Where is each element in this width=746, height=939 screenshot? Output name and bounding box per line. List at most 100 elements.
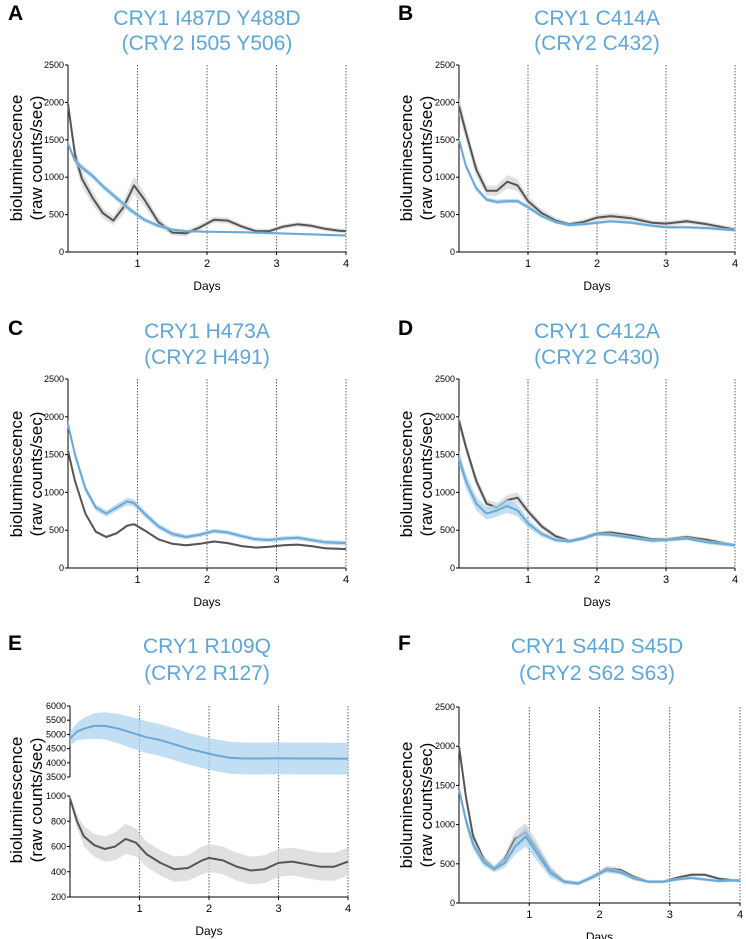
y-tick-label: 1500 — [44, 450, 64, 460]
panel-subtitle: (CRY2 R127) — [144, 662, 270, 685]
y-tick-label: 2000 — [44, 412, 64, 422]
x-tick-label: 1 — [134, 574, 140, 586]
x-tick-label: 4 — [343, 574, 349, 586]
y-tick-label: 2000 — [435, 97, 455, 107]
y-tick-label: 600 — [51, 842, 66, 852]
y-axis-label-units: (raw counts/sec) — [417, 743, 436, 868]
y-tick-label: 500 — [49, 210, 64, 220]
y-tick-label: 6000 — [46, 701, 66, 711]
y-axis-label: bioluminescence — [7, 737, 26, 864]
y-tick-label: 1500 — [435, 450, 455, 460]
panel-d: D CRY1 C412A (CRY2 C430) bioluminescence (ra… — [397, 317, 738, 609]
panel-title: CRY1 C414A — [534, 7, 660, 30]
x-tick-label: 2 — [206, 903, 212, 915]
x-tick-label: 4 — [737, 909, 743, 921]
x-tick-label: 4 — [343, 258, 349, 270]
y-tick-label: 0 — [59, 247, 64, 257]
y-tick-label: 500 — [440, 859, 455, 869]
y-tick-label: 1000 — [44, 487, 64, 497]
y-tick-label: 1000 — [46, 791, 66, 801]
y-tick-label: 1000 — [435, 487, 455, 497]
series-line-mutant — [67, 143, 347, 237]
panel-e: E CRY1 R109Q (CRY2 R127) bioluminescence (ra… — [7, 632, 351, 938]
y-tick-label: 2500 — [435, 60, 455, 70]
x-tick-label: 1 — [136, 903, 142, 915]
y-axis-label-units: (raw counts/sec) — [27, 738, 46, 863]
y-tick-label: 2000 — [435, 741, 455, 751]
x-tick-label: 4 — [732, 258, 738, 270]
panel-subtitle: (CRY2 H491) — [144, 346, 270, 369]
y-tick-label: 500 — [49, 525, 64, 535]
y-axis-label: bioluminescence — [7, 95, 26, 222]
panel-c: C CRY1 H473A (CRY2 H491) bioluminescence (ra… — [7, 317, 349, 609]
x-axis-title: Days — [583, 279, 610, 293]
y-tick-label: 400 — [51, 867, 66, 877]
panel-b: B CRY1 C414A(CRY2 C432) bioluminescence (ra… — [397, 2, 738, 293]
y-axis-label-units: (raw counts/sec) — [417, 96, 436, 221]
y-axis-label: bioluminescence — [397, 95, 416, 222]
panel-a: A CRY1 I487D Y488D(CRY2 I505 Y506) biolumi… — [7, 2, 349, 293]
panel-subtitle: (CRY2 I505 Y506) — [122, 32, 293, 55]
panel-letter-b: B — [398, 2, 413, 25]
x-tick-label: 1 — [134, 258, 140, 270]
y-tick-label: 500 — [440, 210, 455, 220]
series-line-wildtype — [67, 450, 347, 551]
y-tick-label: 500 — [440, 525, 455, 535]
x-tick-label: 2 — [594, 574, 600, 586]
y-tick-label: 2500 — [435, 702, 455, 712]
x-axis-title: Days — [193, 279, 220, 293]
series-line-mutant — [67, 424, 347, 545]
y-axis-label-units: (raw counts/sec) — [27, 96, 46, 221]
panel-letter-e: E — [8, 632, 22, 655]
x-tick-label: 2 — [596, 909, 602, 921]
y-tick-label: 1000 — [435, 820, 455, 830]
x-tick-label: 1 — [525, 258, 531, 270]
panel-subtitle: (CRY2 C432) — [534, 32, 660, 55]
series-line-mutant — [458, 789, 741, 885]
series-line-mutant — [458, 458, 736, 547]
y-tick-label: 2500 — [435, 374, 455, 384]
panel-letter-f: F — [398, 632, 411, 655]
panel-letter-c: C — [8, 317, 23, 340]
x-tick-label: 3 — [663, 574, 669, 586]
x-axis-title: Days — [193, 595, 220, 609]
error-band-mutant — [68, 140, 346, 237]
y-tick-label: 5500 — [46, 715, 66, 725]
panel-subtitle: (CRY2 S62 S63) — [519, 662, 675, 685]
y-tick-label: 1000 — [435, 172, 455, 182]
y-tick-label: 1500 — [44, 135, 64, 145]
error-band-wildtype — [68, 448, 346, 551]
x-tick-label: 3 — [663, 258, 669, 270]
x-tick-label: 1 — [526, 909, 532, 921]
panel-title: CRY1 H473A — [144, 320, 270, 343]
y-tick-label: 2000 — [44, 97, 64, 107]
x-tick-label: 3 — [273, 574, 279, 586]
y-tick-label: 4000 — [46, 758, 66, 768]
x-axis-title: Days — [195, 924, 222, 938]
y-tick-label: 0 — [450, 898, 455, 908]
y-axis-label: bioluminescence — [397, 742, 416, 869]
y-axis-label: bioluminescence — [397, 411, 416, 538]
x-tick-label: 4 — [345, 903, 351, 915]
x-tick-label: 2 — [204, 258, 210, 270]
panel-title: CRY1 C412A — [534, 320, 660, 343]
y-tick-label: 2000 — [435, 412, 455, 422]
y-tick-label: 800 — [51, 816, 66, 826]
x-tick-label: 4 — [732, 574, 738, 586]
x-tick-label: 3 — [275, 903, 281, 915]
panel-f: F CRY1 S44D S45D (CRY2 S62 S63) bioluminesc… — [397, 632, 743, 939]
y-tick-label: 0 — [450, 563, 455, 573]
error-band-wildtype — [459, 97, 735, 232]
y-tick-label: 0 — [450, 247, 455, 257]
panel-title: CRY1 I487D Y488D — [113, 7, 300, 30]
y-tick-label: 3500 — [46, 772, 66, 782]
x-axis-title: Days — [586, 930, 613, 939]
panel-title: CRY1 R109Q — [143, 635, 271, 658]
series-line-wildtype — [69, 798, 349, 872]
x-tick-label: 1 — [525, 574, 531, 586]
panel-subtitle: (CRY2 C430) — [534, 346, 660, 369]
y-tick-label: 4500 — [46, 744, 66, 754]
x-tick-label: 3 — [273, 258, 279, 270]
y-tick-label: 1500 — [435, 135, 455, 145]
